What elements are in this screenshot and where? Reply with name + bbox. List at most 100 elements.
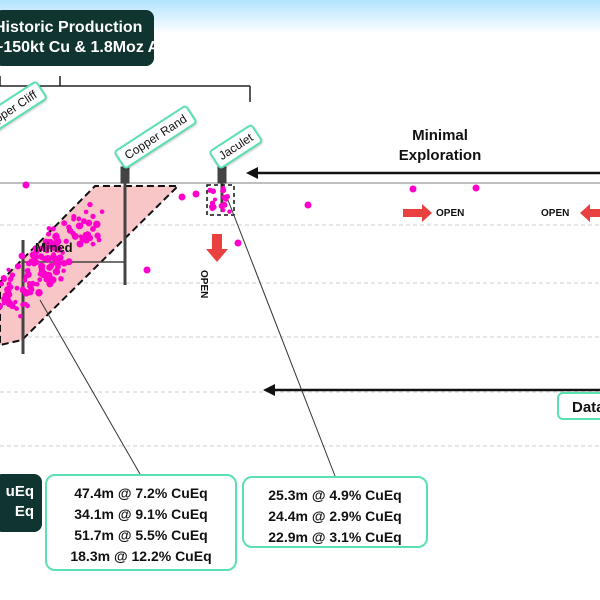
drill-dot	[209, 205, 216, 212]
drill-dot	[220, 188, 225, 194]
drill-dot	[14, 306, 19, 311]
drill-dot	[94, 232, 101, 239]
drill-dot	[58, 276, 64, 282]
drill-dot	[32, 245, 39, 252]
drill-dot	[35, 288, 43, 297]
drill-dot	[63, 238, 69, 244]
drill-dot	[90, 213, 96, 220]
drill-dot	[52, 268, 61, 276]
drill-dot	[54, 232, 59, 237]
drill-dot	[38, 245, 44, 252]
left-intercept-box: uEq Eq	[0, 474, 42, 532]
drill-dot	[50, 226, 56, 232]
intercept-row: 47.4m @ 7.2% CuEq	[74, 485, 208, 501]
open-arrow-left	[580, 204, 600, 222]
drill-dot	[14, 263, 22, 270]
open-arrow-down	[206, 234, 228, 262]
drill-dot	[60, 250, 65, 255]
minimal-line1: Minimal	[412, 127, 468, 144]
drill-dot	[83, 209, 89, 215]
drill-dot	[96, 237, 102, 243]
jaculet-zone	[206, 184, 235, 216]
drill-dot	[48, 262, 55, 269]
open-arrow-right	[403, 204, 432, 222]
leader-line-b	[227, 199, 336, 477]
drill-dot	[71, 214, 77, 220]
drill-dot	[0, 303, 3, 310]
drill-dot	[178, 193, 186, 201]
open-label-right: OPEN	[436, 208, 465, 219]
open-label-down: OPEN	[198, 270, 209, 299]
historic-line2: ~150kt Cu & 1.8Moz Au	[0, 39, 170, 56]
historic-production-box: Historic Production ~150kt Cu & 1.8Moz A…	[0, 10, 170, 66]
historic-bracket	[0, 76, 251, 102]
drill-dot	[34, 281, 40, 287]
drill-dot	[6, 281, 12, 287]
mined-zone	[0, 185, 181, 347]
drill-dot	[85, 219, 93, 227]
intercept-row: 18.3m @ 12.2% CuEq	[70, 548, 212, 564]
minimal-exploration-label: Minimal Exploration	[380, 126, 500, 166]
drill-dot	[87, 201, 93, 208]
drill-dot	[223, 196, 229, 202]
drill-dot	[143, 266, 151, 274]
drill-dot	[33, 253, 40, 260]
left-line1: uEq	[5, 483, 34, 500]
drill-dot	[227, 209, 232, 214]
drill-dot	[18, 313, 23, 319]
drill-dot	[66, 227, 74, 234]
drill-dot	[20, 302, 26, 308]
drill-dot	[83, 231, 92, 239]
drill-dot	[90, 225, 96, 232]
intercepts-box-jaculet: 25.3m @ 4.9% CuEq 24.4m @ 2.9% CuEq 22.9…	[242, 476, 428, 548]
drill-dot	[75, 222, 83, 230]
drill-dot	[61, 220, 68, 227]
drill-dot	[0, 281, 5, 287]
drill-dot	[25, 267, 31, 273]
drill-dot	[46, 231, 52, 237]
drill-dot	[18, 252, 26, 260]
left-line2: Eq	[14, 503, 34, 520]
drill-dot	[81, 218, 87, 224]
drill-dot	[13, 299, 18, 305]
drill-dot	[76, 240, 84, 248]
drill-dot	[54, 245, 62, 253]
drill-dot	[43, 241, 51, 249]
drill-dot	[61, 268, 66, 274]
drill-dot	[38, 253, 45, 259]
open-label-left: OPEN	[541, 208, 570, 219]
drill-dot	[76, 216, 82, 222]
drill-dot	[304, 201, 312, 209]
drill-intercepts	[0, 181, 480, 319]
drill-dot	[48, 274, 53, 279]
drill-dot	[234, 239, 242, 247]
drill-dot	[83, 237, 90, 244]
drill-dot	[0, 275, 7, 282]
drill-dot	[22, 277, 28, 283]
data-label-box: Data	[557, 392, 600, 420]
minimal-line2: Exploration	[398, 147, 482, 164]
intercept-row: 51.7m @ 5.5% CuEq	[74, 527, 208, 543]
intercept-row: 24.4m @ 2.9% CuEq	[268, 508, 402, 524]
drill-dot	[65, 258, 73, 266]
mined-label: Mined	[35, 240, 73, 255]
leader-line-a	[39, 299, 141, 475]
historic-line1: Historic Production	[0, 19, 143, 36]
drill-dot	[14, 285, 20, 291]
drill-dot	[4, 286, 12, 294]
drill-dot	[472, 184, 480, 192]
drill-dot	[9, 302, 16, 310]
drill-dot	[37, 277, 43, 283]
drill-dot	[51, 252, 56, 257]
drill-dot	[22, 181, 30, 189]
drill-dot	[221, 201, 228, 208]
drill-dot	[53, 237, 62, 246]
drill-dot	[409, 185, 417, 193]
drill-dot	[40, 271, 47, 279]
arrow-data	[263, 384, 600, 396]
drill-dot	[56, 255, 62, 261]
drill-dot	[46, 226, 52, 231]
drill-dot	[26, 284, 32, 289]
drill-dot	[210, 188, 217, 195]
intercepts-box-copper-rand: 47.4m @ 7.2% CuEq 34.1m @ 9.1% CuEq 51.7…	[45, 474, 237, 571]
